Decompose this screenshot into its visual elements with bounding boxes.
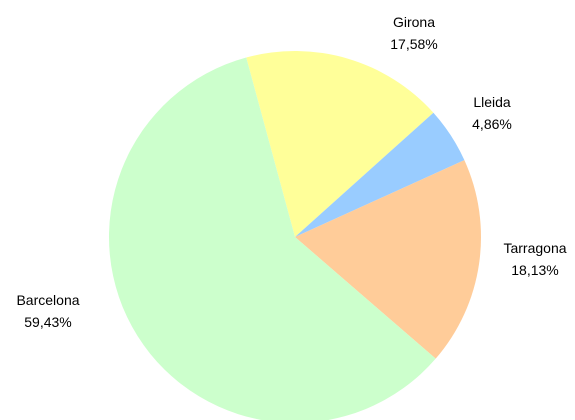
slice-label-name: Lleida xyxy=(473,94,511,110)
slice-label-name: Barcelona xyxy=(16,292,79,308)
pie-labels: Girona 17,58% Lleida 4,86% Tarragona 18,13% Ba… xyxy=(16,14,566,330)
pie-slice-tarragona xyxy=(295,160,481,359)
slice-label-name: Tarragona xyxy=(503,240,566,256)
slice-label-name: Girona xyxy=(393,14,435,30)
slice-label-value: 59,43% xyxy=(24,314,71,330)
slice-label-value: 17,58% xyxy=(390,36,437,52)
slice-label-value: 4,86% xyxy=(472,116,512,132)
pie-slice-lleida xyxy=(295,112,465,237)
pie-slice-barcelona xyxy=(109,57,436,420)
slice-label-value: 18,13% xyxy=(511,262,558,278)
pie-slice-girona xyxy=(246,51,434,237)
pie-slices xyxy=(109,51,481,420)
